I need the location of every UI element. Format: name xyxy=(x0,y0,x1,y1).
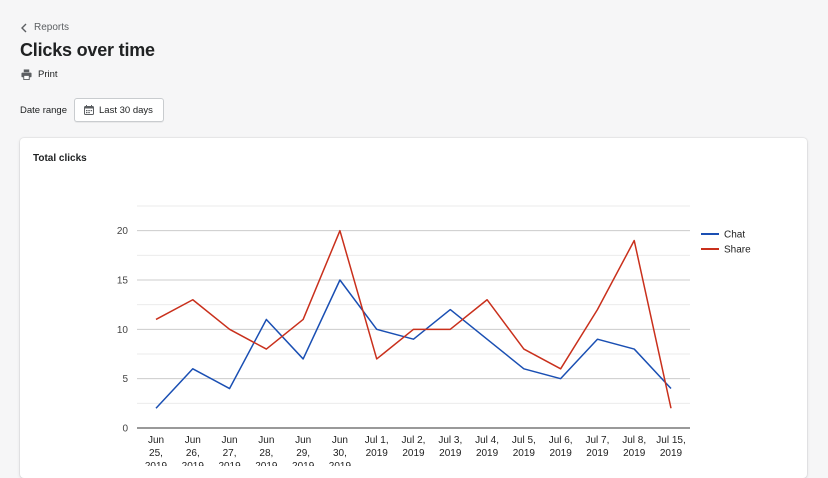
x-tick-label: Jul 6, 2019 xyxy=(549,435,573,459)
calendar-icon xyxy=(84,105,95,115)
y-tick-label: 20 xyxy=(117,226,129,237)
breadcrumb[interactable]: Reports xyxy=(20,22,69,33)
y-tick-label: 5 xyxy=(122,374,128,385)
date-range-filter: Date range Last 30 days xyxy=(20,98,164,122)
x-tick-label: Jul 1, 2019 xyxy=(365,435,389,459)
legend-label-chat: Chat xyxy=(724,230,745,241)
chevron-left-icon xyxy=(21,23,27,32)
breadcrumb-label: Reports xyxy=(34,22,70,33)
x-tick-label: Jul 8, 2019 xyxy=(622,435,646,459)
printer-icon xyxy=(21,69,32,80)
date-range-label: Date range xyxy=(20,104,68,116)
y-tick-label: 0 xyxy=(122,424,128,435)
date-range-value: Last 30 days xyxy=(99,104,153,116)
series-line-share xyxy=(155,229,672,409)
x-tick-label: Jul 2, 2019 xyxy=(402,435,426,459)
date-range-button[interactable]: Last 30 days xyxy=(74,98,164,122)
x-tick-label: Jul 3, 2019 xyxy=(438,435,462,459)
legend-label-share: Share xyxy=(724,245,751,256)
x-tick-label: Jul 5, 2019 xyxy=(512,435,536,459)
card-title: Total clicks xyxy=(33,153,87,164)
x-tick-label: Jul 7, 2019 xyxy=(585,435,609,459)
y-tick-label: 15 xyxy=(117,276,129,287)
series-line-chat xyxy=(155,279,672,409)
x-tick-label: Jul 4, 2019 xyxy=(475,435,499,459)
y-tick-label: 10 xyxy=(117,325,129,336)
x-tick-label: Jul 15, 2019 xyxy=(656,435,685,459)
print-label: Print xyxy=(38,69,58,80)
page-title: Clicks over time xyxy=(20,40,155,60)
print-button[interactable]: Print xyxy=(21,69,58,80)
